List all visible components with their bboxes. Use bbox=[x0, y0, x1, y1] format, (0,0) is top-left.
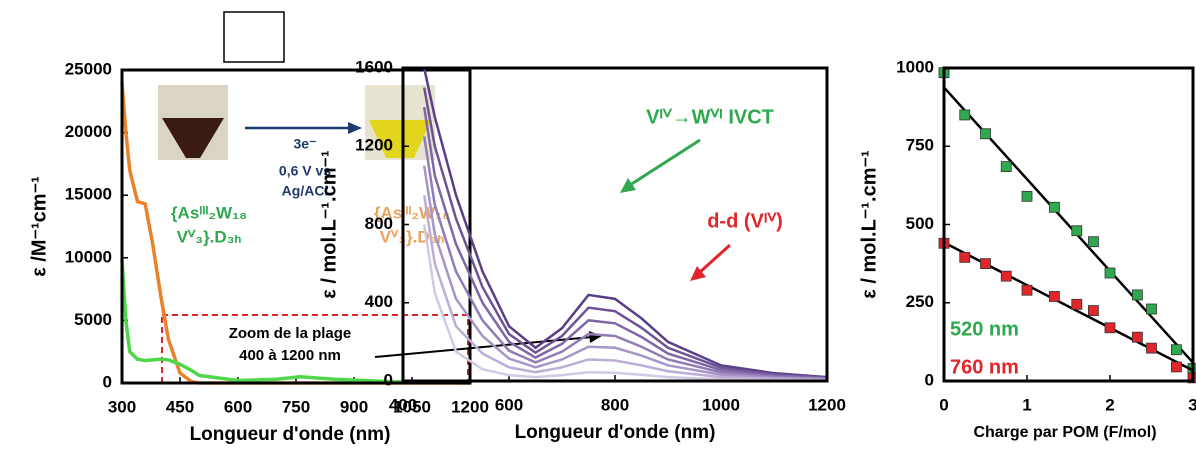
data-point bbox=[1000, 270, 1012, 282]
x-tick-label: 1200 bbox=[808, 395, 846, 414]
data-point bbox=[959, 109, 971, 121]
data-line bbox=[422, 165, 828, 381]
data-line bbox=[422, 87, 828, 379]
data-point bbox=[1131, 289, 1143, 301]
x-tick-label: 600 bbox=[495, 395, 523, 414]
x-tick-label: 1050 bbox=[393, 397, 431, 416]
x-tick-label: 3 bbox=[1188, 395, 1196, 414]
y-tick-label: 10000 bbox=[65, 247, 112, 266]
data-point bbox=[980, 258, 991, 270]
data-point bbox=[1146, 342, 1157, 354]
y-tick-label: 20000 bbox=[65, 122, 112, 141]
y-tick-label: 250 bbox=[906, 292, 934, 311]
y-tick-label: 0 bbox=[384, 370, 393, 389]
data-line bbox=[422, 136, 828, 381]
x-tick-label: 800 bbox=[601, 395, 629, 414]
y-tick-label: 1600 bbox=[355, 57, 393, 76]
data-point bbox=[1171, 344, 1182, 356]
data-point bbox=[959, 251, 971, 263]
ivct-arrowhead bbox=[620, 178, 636, 193]
x-tick-label: 750 bbox=[282, 397, 310, 416]
x-tick-label: 1000 bbox=[702, 395, 740, 414]
ivct-arrow bbox=[629, 138, 701, 187]
photo-brown-liquid bbox=[162, 118, 224, 158]
y-tick-label: 0 bbox=[103, 372, 112, 391]
empty-box bbox=[223, 11, 285, 63]
data-point bbox=[1021, 284, 1033, 296]
dd-arrow bbox=[698, 243, 732, 274]
annotation: d-d (Vᴵⱽ) bbox=[707, 210, 783, 232]
plot-frame bbox=[942, 66, 1195, 383]
y-tick-label: 800 bbox=[365, 214, 393, 233]
y-tick-label: 25000 bbox=[65, 59, 112, 78]
x-tick-label: 600 bbox=[224, 397, 252, 416]
annotation: 0,6 V vs bbox=[279, 163, 331, 179]
x-tick-label: 0 bbox=[939, 395, 948, 414]
legend-label: 520 nm bbox=[950, 318, 1019, 340]
y-axis-label: ε / mol.L⁻¹.cm⁻¹ bbox=[858, 150, 880, 299]
x-axis-label: Longueur d'onde (nm) bbox=[190, 424, 391, 445]
data-point bbox=[1088, 305, 1099, 316]
data-point bbox=[1071, 225, 1083, 237]
plot-frame bbox=[401, 66, 829, 383]
y-axis-label: ε /M⁻¹cm⁻¹ bbox=[28, 176, 50, 277]
data-line bbox=[422, 194, 828, 382]
plot-frame bbox=[120, 68, 472, 385]
y-tick-label: 5000 bbox=[74, 310, 112, 329]
data-point bbox=[1171, 361, 1182, 373]
data-point bbox=[1104, 267, 1116, 279]
y-tick-label: 500 bbox=[906, 214, 934, 233]
data-line bbox=[120, 260, 471, 385]
x-tick-label: 1200 bbox=[451, 397, 489, 416]
y-axis-label: ε / mol.L⁻¹.cm⁻¹ bbox=[318, 150, 340, 299]
annotation: Vⱽ₃}.D₃ₕ bbox=[380, 227, 445, 246]
y-tick-label: 15000 bbox=[65, 185, 112, 204]
data-point bbox=[1088, 236, 1099, 248]
annotation: Ag/ACl bbox=[282, 183, 329, 199]
data-point bbox=[980, 128, 991, 140]
x-tick-label: 300 bbox=[108, 397, 136, 416]
y-tick-label: 0 bbox=[925, 370, 934, 389]
data-point bbox=[1000, 161, 1012, 172]
x-tick-label: 2 bbox=[1105, 395, 1114, 414]
x-axis-label: Longueur d'onde (nm) bbox=[515, 422, 716, 443]
data-point bbox=[1048, 291, 1060, 302]
x-tick-label: 450 bbox=[166, 397, 194, 416]
legend-label: 760 nm bbox=[950, 356, 1019, 378]
y-tick-label: 1200 bbox=[355, 136, 393, 155]
x-tick-label: 400 bbox=[389, 395, 417, 414]
annotation: {Asᴵᴵᴵ₂W₁₈ bbox=[171, 203, 247, 222]
zoom-arrowhead bbox=[589, 331, 602, 343]
y-tick-label: 1000 bbox=[896, 57, 934, 76]
x-axis-label: Charge par POM (F/mol) bbox=[973, 424, 1156, 441]
data-point bbox=[1021, 190, 1033, 202]
y-tick-label: 750 bbox=[906, 136, 934, 155]
x-tick-label: 1 bbox=[1022, 395, 1031, 414]
annotation: Vⱽ₃}.D₃ₕ bbox=[177, 227, 242, 246]
y-tick-label: 400 bbox=[365, 292, 393, 311]
photo-yellow-liquid bbox=[369, 120, 431, 158]
annotation: 3e⁻ bbox=[294, 136, 317, 152]
data-point bbox=[1146, 303, 1157, 315]
annotation: Vᴵⱽ→Wⱽᴵ IVCT bbox=[646, 106, 774, 128]
annotation: 400 à 1200 nm bbox=[239, 347, 341, 364]
data-point bbox=[1131, 331, 1143, 343]
data-point bbox=[1071, 298, 1083, 310]
x-tick-label: 900 bbox=[340, 397, 368, 416]
annotation: Zoom de la plage bbox=[229, 325, 352, 342]
dd-arrowhead bbox=[690, 266, 706, 281]
data-line bbox=[422, 67, 828, 379]
data-point bbox=[1104, 322, 1116, 334]
reaction-arrowhead bbox=[348, 122, 362, 134]
data-point bbox=[1048, 201, 1060, 213]
data-line bbox=[422, 224, 828, 382]
data-line bbox=[422, 106, 828, 380]
